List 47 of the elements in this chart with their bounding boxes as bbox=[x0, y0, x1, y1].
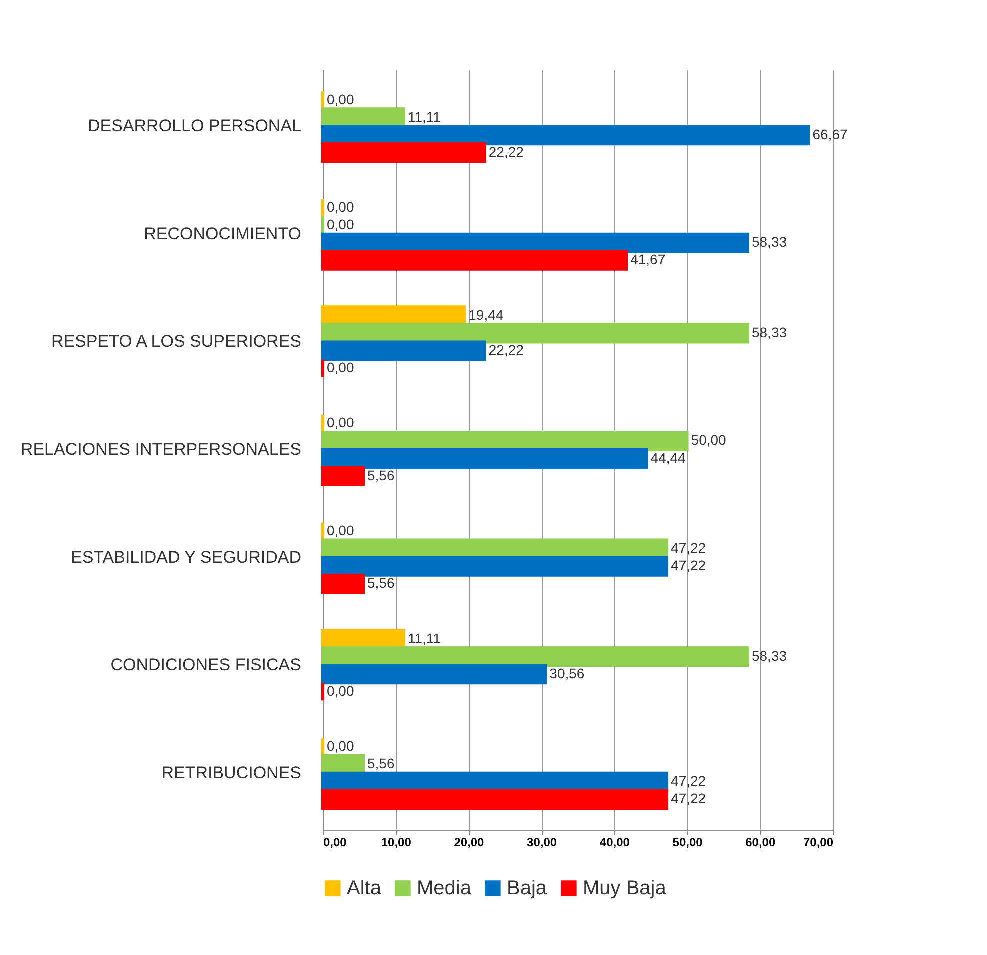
y-tick-label: RELACIONES INTERPERSONALES bbox=[20, 440, 302, 459]
data-label: 0,00 bbox=[327, 359, 354, 376]
x-tick-label: 0,00 bbox=[324, 836, 348, 850]
data-label: 22,22 bbox=[488, 144, 524, 160]
data-label: 5,56 bbox=[368, 756, 395, 772]
data-label: 58,33 bbox=[752, 324, 788, 340]
data-label: 41,67 bbox=[630, 252, 666, 268]
data-label: 58,33 bbox=[752, 234, 788, 250]
data-label: 22,22 bbox=[488, 342, 524, 358]
x-tick-label: 10,00 bbox=[381, 836, 412, 850]
data-label: 5,56 bbox=[368, 575, 395, 592]
legend-label: Media bbox=[417, 877, 472, 900]
x-tick-label: 40,00 bbox=[600, 836, 630, 850]
data-label: 47,22 bbox=[671, 773, 706, 790]
data-label: 47,22 bbox=[671, 558, 706, 574]
data-label: 0,00 bbox=[327, 522, 354, 539]
data-label: 66,67 bbox=[812, 126, 848, 142]
y-tick-label: RECONOCIMIENTO bbox=[144, 224, 302, 244]
data-label: 0,00 bbox=[327, 414, 354, 431]
data-label: 0,00 bbox=[327, 682, 354, 699]
data-label: 0,00 bbox=[327, 91, 354, 108]
data-label: 58,33 bbox=[752, 648, 788, 664]
x-tick-label: 20,00 bbox=[454, 836, 485, 850]
y-tick-label: RESPETO A LOS SUPERIORES bbox=[51, 332, 302, 352]
data-label: 50,00 bbox=[691, 432, 727, 448]
data-label: 44,44 bbox=[650, 450, 686, 466]
x-tick-label: 30,00 bbox=[527, 836, 558, 850]
data-label: 11,11 bbox=[408, 108, 442, 125]
data-label: 0,00 bbox=[327, 216, 354, 233]
x-tick-label: 50,00 bbox=[672, 836, 704, 850]
data-label: 11,11 bbox=[408, 630, 442, 646]
data-label: 5,56 bbox=[368, 467, 395, 484]
y-tick-label: DESARROLLO PERSONAL bbox=[88, 116, 302, 136]
data-label: 30,56 bbox=[550, 665, 585, 682]
legend-label: Alta bbox=[347, 877, 382, 900]
x-tick-label: 60,00 bbox=[746, 836, 776, 850]
data-label: 47,22 bbox=[671, 790, 706, 807]
legend-label: Baja bbox=[507, 877, 548, 900]
y-tick-label: ESTABILIDAD Y SEGURIDAD bbox=[70, 548, 302, 567]
legend-label: Muy Baja bbox=[583, 877, 668, 900]
data-label: 19,44 bbox=[468, 306, 504, 323]
data-label: 47,22 bbox=[671, 540, 706, 556]
y-tick-label: CONDICIONES FISICAS bbox=[110, 656, 302, 675]
data-label: 0,00 bbox=[327, 199, 354, 216]
x-tick-label: 70,00 bbox=[803, 836, 834, 850]
data-label: 0,00 bbox=[327, 738, 354, 754]
y-tick-label: RETRIBUCIONES bbox=[162, 763, 302, 782]
